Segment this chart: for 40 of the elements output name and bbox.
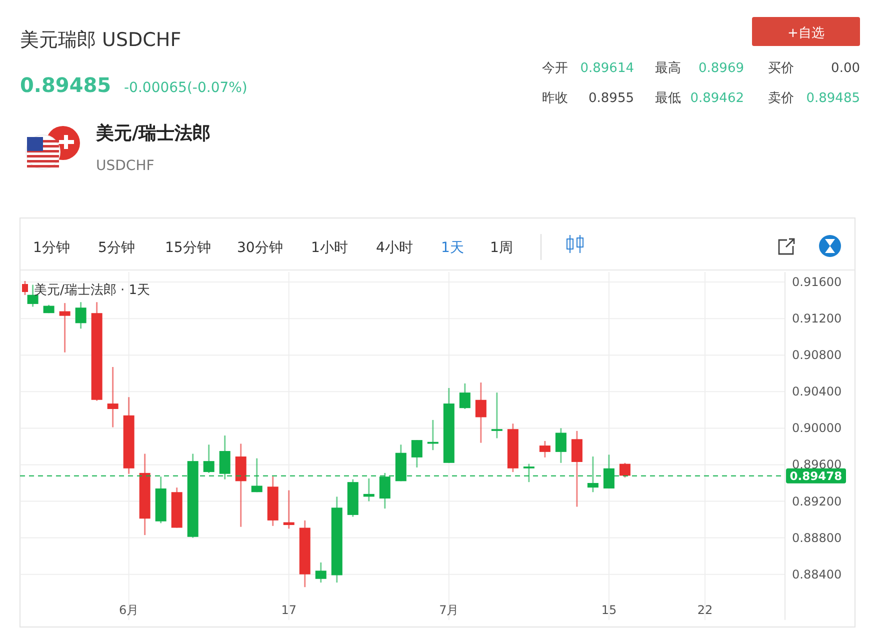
text: -0.00065(-0.07%) xyxy=(124,80,248,96)
text: 最高 xyxy=(655,60,681,76)
text: 买价 xyxy=(768,61,794,76)
text: 昨收 xyxy=(542,91,568,106)
text: 5分钟 xyxy=(98,240,135,256)
x-tick-label: 17 xyxy=(281,603,297,617)
text: 0.8955 xyxy=(588,91,634,106)
text: 1分钟 xyxy=(33,240,70,256)
text: 0.89485 xyxy=(806,91,860,106)
text: 1周 xyxy=(490,240,513,256)
text: USDCHF xyxy=(96,158,154,174)
chart-title: 美元瑞郎 USDCHF xyxy=(20,29,182,51)
text: 1天 xyxy=(441,240,464,256)
y-tick-label: 0.88400 xyxy=(792,567,842,582)
text: 0.89485 xyxy=(20,73,112,97)
x-tick-label: 7月 xyxy=(439,603,459,617)
text: 30分钟 xyxy=(237,240,283,256)
y-tick-label: 0.91600 xyxy=(792,275,842,290)
y-tick-label: 0.90400 xyxy=(792,384,842,399)
y-tick-label: 0.90800 xyxy=(792,348,842,362)
y-tick-label: 0.90000 xyxy=(792,421,842,436)
x-tick-label: 15 xyxy=(601,603,617,617)
y-tick-label: 0.91200 xyxy=(792,312,842,326)
text: 4小时 xyxy=(376,240,413,256)
text: 15分钟 xyxy=(165,240,211,256)
text: +自选 xyxy=(788,26,824,41)
x-tick-label: 6月 xyxy=(119,603,139,617)
text: 美元/瑞士法郎 xyxy=(95,123,211,144)
text: 卖价 xyxy=(768,91,794,106)
x-tick-label: 22 xyxy=(697,603,713,617)
text: 0.00 xyxy=(831,61,860,76)
text: 0.89614 xyxy=(580,61,634,76)
text: 1小时 xyxy=(311,240,348,256)
text: 最低 xyxy=(655,91,681,106)
text: 0.8969 xyxy=(698,61,744,76)
text: 0.89462 xyxy=(690,91,744,106)
y-tick-label: 0.89200 xyxy=(792,494,842,508)
y-tick-label: 0.88800 xyxy=(792,530,842,545)
text: 今开 xyxy=(542,61,568,76)
legend-label: 美元/瑞士法郎 · 1天 xyxy=(34,282,150,298)
